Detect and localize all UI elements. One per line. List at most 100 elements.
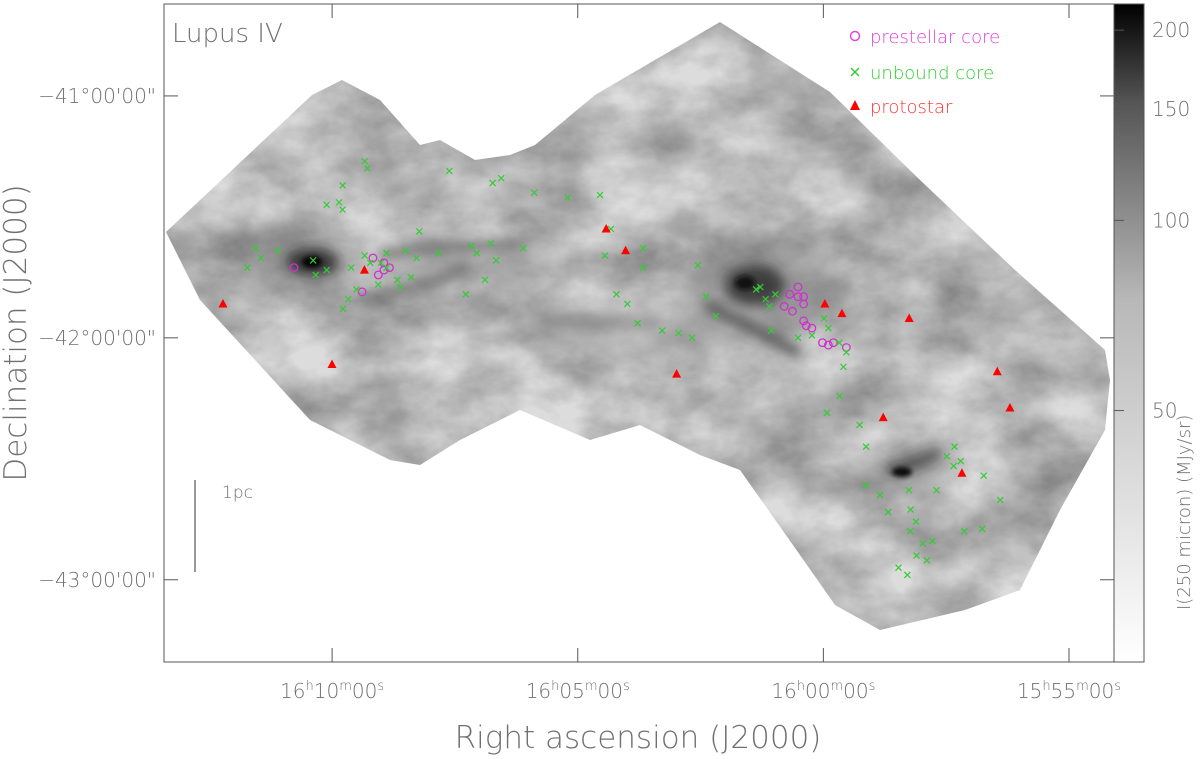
colorbar-ticks: 50 100 150 200 [1114, 18, 1190, 423]
unbound-core-point [957, 457, 965, 465]
unbound-core-point [445, 167, 453, 175]
unbound-core-point [960, 527, 968, 535]
unbound-core-point [675, 329, 683, 337]
unbound-core-point [363, 165, 371, 172]
unbound-core-point [312, 271, 320, 279]
prestellar-core-point [785, 289, 795, 299]
svg-text:1pc: 1pc [222, 483, 253, 503]
unbound-core-point [903, 571, 911, 579]
unbound-core-point [252, 244, 260, 252]
unbound-core-point [771, 290, 779, 298]
x-tick-label: 15h55m00s [1017, 679, 1121, 703]
unbound-core-point [519, 244, 527, 252]
point-markers [218, 157, 1015, 579]
unbound-core-point [596, 191, 604, 199]
prestellar-core-point [793, 282, 803, 292]
unbound-core-point [309, 257, 317, 264]
prestellar-core-point [368, 253, 378, 263]
protostar-point [327, 359, 337, 368]
prestellar-core-point [385, 263, 394, 273]
protostar-point [992, 366, 1002, 376]
colorbar-label: I(250 micron) (MJy/sr) [1174, 415, 1195, 610]
unbound-core-point [794, 334, 802, 342]
axis-ticks [164, 4, 1114, 662]
unbound-core-point [361, 157, 369, 165]
unbound-core-point [601, 252, 609, 260]
unbound-core-point [856, 421, 864, 429]
unbound-core-point [274, 247, 282, 255]
protostar-point [957, 468, 967, 477]
unbound-core-point [712, 312, 720, 320]
map-title: Lupus IV [172, 19, 283, 49]
unbound-core-point [487, 240, 495, 247]
unbound-core-point [366, 259, 374, 267]
unbound-core-point [564, 194, 571, 201]
unbound-core-point [613, 290, 620, 298]
unbound-core-point [876, 491, 884, 499]
unbound-core-point [836, 392, 844, 400]
unbound-core-point [396, 283, 404, 291]
intensity-map [166, 22, 1110, 630]
unbound-core-point [933, 486, 940, 494]
x-axis-label: Right ascension (J2000) [455, 720, 822, 756]
unbound-core-point [339, 206, 347, 214]
unbound-core-point [906, 527, 914, 535]
unbound-core-point [762, 295, 770, 303]
prestellar-core-point [793, 292, 803, 302]
unbound-core-point [347, 264, 355, 272]
unbound-core-point [702, 293, 710, 301]
protostar-point [672, 369, 682, 378]
unbound-core-point [462, 290, 470, 298]
svg-text:protostar: protostar [870, 97, 953, 118]
y-tick-label: −42°00'00" [38, 326, 156, 350]
unbound-core-point [361, 252, 369, 260]
x-tick-label: 16h05m00s [526, 679, 630, 703]
legend-protostar: protostar [850, 97, 953, 118]
unbound-core-point [339, 305, 347, 313]
svg-text:prestellar core: prestellar core [870, 27, 1000, 48]
unbound-core-point [688, 334, 696, 342]
unbound-core-point [996, 496, 1004, 504]
unbound-core-point [658, 327, 666, 335]
unbound-core-point [842, 348, 850, 356]
protostar-point [359, 265, 369, 274]
unbound-core-point [473, 249, 481, 257]
y-tick-label: −43°00'00" [38, 568, 156, 592]
prestellar-core-point [799, 316, 809, 326]
prestellar-core-point [289, 263, 299, 273]
unbound-core-point [978, 525, 986, 533]
protostar-point [218, 298, 228, 308]
protostar-point [1005, 402, 1015, 412]
prestellar-core-point [801, 321, 811, 331]
legend-unbound: unbound core [850, 63, 994, 84]
prestellar-core-point [379, 265, 389, 275]
x-tick-label: 16h10m00s [280, 679, 384, 703]
colorbar: 50 100 150 200 I(250 micron) (MJy/sr) [1113, 3, 1195, 663]
unbound-core-point [489, 179, 497, 187]
unbound-core-point [374, 281, 382, 289]
unbound-core-point [243, 264, 251, 272]
unbound-core-point [383, 249, 390, 257]
unbound-core-point [623, 300, 631, 308]
unbound-core-point [913, 552, 920, 559]
unbound-core-point [639, 264, 647, 272]
legend-prestellar: prestellar core [849, 27, 1000, 48]
unbound-core-point [335, 198, 343, 206]
unbound-core-point [835, 339, 843, 347]
colorbar-tick-label: 100 [1152, 208, 1190, 232]
prestellar-core-point [818, 338, 827, 348]
unbound-core-point [497, 174, 505, 182]
unbound-core-point [884, 508, 892, 516]
unbound-core-point [808, 331, 816, 339]
unbound-core-point [467, 242, 475, 250]
unbound-core-point [339, 182, 347, 189]
unbound-core-point [907, 506, 915, 514]
unbound-core-point [415, 227, 423, 235]
unbound-core-point [756, 283, 764, 291]
unbound-core-point [434, 249, 442, 257]
prestellar-core-point [828, 338, 838, 348]
prestellar-core-point [807, 323, 817, 333]
unbound-core-point [344, 295, 352, 303]
protostar-point [820, 298, 830, 308]
